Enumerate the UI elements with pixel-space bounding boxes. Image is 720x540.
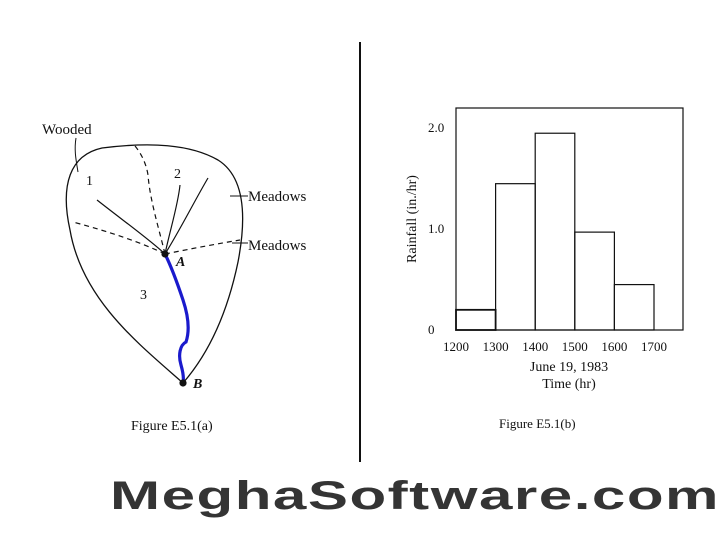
watermark: MeghaSoftware.com (110, 474, 720, 518)
y-tick-label: 0 (428, 322, 435, 337)
subbasin-divider-1-3 (72, 221, 166, 255)
y-axis-label: Rainfall (in./hr) (405, 175, 420, 263)
point-b-marker (179, 379, 187, 387)
subbasin-divider-2-3 (164, 239, 241, 255)
subbasin-divider-1-2 (134, 145, 166, 255)
watershed-diagram: Wooded Meadows Meadows 1 2 3 A B Figure … (42, 122, 306, 434)
x-tick-label: 1400 (522, 339, 548, 354)
bar-group (455, 132, 655, 331)
meadows-label-2: Meadows (248, 238, 306, 254)
bar-1600-1700 (613, 283, 655, 331)
wooded-leader (74, 137, 79, 173)
bar-1400-1500 (534, 132, 576, 331)
y-tick-label: 1.0 (428, 221, 444, 236)
hyetograph-chart: 0 1.0 2.0 1200 1300 1400 1500 1600 1700 Rainfal… (405, 107, 684, 431)
figure-a-caption: Figure E5.1(a) (131, 419, 213, 434)
x-tick-label: 1200 (443, 339, 469, 354)
x-tick-group: 1200 1300 1400 1500 1600 1700 (443, 339, 667, 354)
point-b-label: B (192, 377, 202, 392)
figure-b-caption: Figure E5.1(b) (499, 416, 576, 431)
x-tick-label: 1300 (483, 339, 509, 354)
plot-frame (455, 107, 684, 331)
y-tick-label: 2.0 (428, 120, 444, 135)
x-tick-label: 1600 (601, 339, 627, 354)
watermark-text: MeghaSoftware.com (110, 474, 720, 518)
x-axis-label: Time (hr) (542, 377, 596, 392)
main-stream-channel (163, 252, 190, 385)
tributary-2b (164, 177, 209, 255)
point-a-marker (161, 250, 169, 258)
subbasin-label-2: 2 (174, 167, 181, 182)
meadows-label-1: Meadows (248, 189, 306, 205)
subbasin-label-1: 1 (86, 174, 93, 189)
bar-1500-1600 (574, 231, 615, 331)
x-axis-date-label: June 19, 1983 (530, 360, 608, 375)
subbasin-label-3: 3 (140, 288, 147, 303)
tributary-2a (164, 184, 181, 255)
x-tick-label: 1500 (562, 339, 588, 354)
wooded-label: Wooded (42, 122, 92, 138)
watershed-boundary (65, 144, 244, 384)
bar-1200-1300 (455, 308, 497, 331)
point-a-label: A (175, 255, 185, 270)
x-tick-label: 1700 (641, 339, 667, 354)
bar-1300-1400 (495, 183, 536, 331)
tributary-1 (96, 199, 166, 255)
y-tick-group: 0 1.0 2.0 (428, 120, 444, 337)
